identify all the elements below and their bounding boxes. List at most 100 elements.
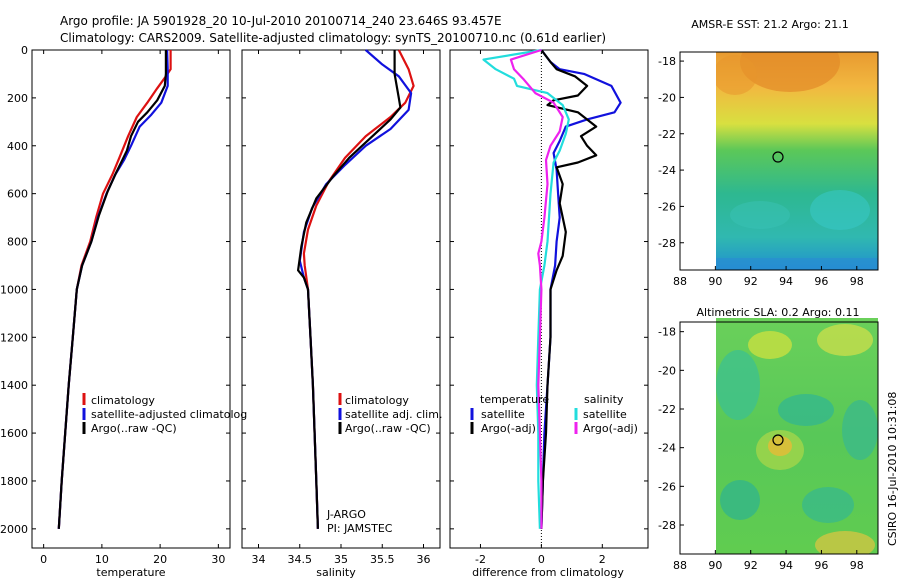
map-y-tick-label: -24 [658, 442, 676, 455]
sla-yellow-patch-4 [815, 531, 875, 554]
x-tick-label: 36 [417, 553, 431, 566]
map-x-tick-label: 94 [779, 559, 793, 572]
series-line-salinity-satellite [482, 48, 570, 529]
map-y-tick-label: -22 [658, 403, 676, 416]
sla-map-panel: Altimetric SLA: 0.2 Argo: 0.11 88 90 92 94 9… [658, 306, 879, 572]
sla-map-frame [679, 321, 879, 555]
temperature-plot-frame [31, 49, 231, 549]
map-x-tick-label: 88 [673, 559, 687, 572]
legend-temp-satellite-label: satellite [481, 408, 525, 421]
legend-sal-satellite-label: satellite [583, 408, 627, 421]
legend-argo-label: Argo(..raw -QC) [345, 422, 431, 435]
sst-map-panel: AMSR-E SST: 21.2 Argo: 21.1 88 90 92 94 96 98… [658, 18, 879, 288]
sla-yellow-patch-2 [817, 324, 873, 356]
salinity-xlabel: salinity [316, 566, 356, 579]
y-tick-label: 1200 [0, 331, 28, 344]
x-tick-label: 35.5 [370, 553, 395, 566]
sla-teal-patch [716, 350, 760, 420]
sst-map-frame [679, 51, 879, 271]
map-y-tick-label: -28 [658, 519, 676, 532]
legend-salinity-title: salinity [584, 393, 624, 406]
legend-temperature-title: temperature [480, 393, 549, 406]
legend-temp-argo-label: Argo(-adj) [481, 422, 536, 435]
sla-teal-patch-3 [842, 400, 878, 460]
sst-heatmap [716, 52, 878, 270]
temperature-xlabel: temperature [96, 566, 165, 579]
map-x-tick-label: 90 [708, 275, 722, 288]
sla-teal-patch-5 [802, 487, 854, 523]
sst-blue-band [716, 258, 878, 270]
temperature-legend: climatology satellite-adjusted climatolo… [82, 393, 247, 435]
x-tick-label: 0 [40, 553, 47, 566]
x-tick-label: 34.5 [288, 553, 313, 566]
x-tick-label: 20 [153, 553, 167, 566]
sla-yellow-patch [748, 331, 792, 359]
legend-satellite-label: satellite-adjusted climatolog [91, 408, 247, 421]
legend-climatology-label: climatology [91, 394, 155, 407]
map-x-tick-label: 92 [744, 275, 758, 288]
map-y-tick-label: -26 [658, 480, 676, 493]
map-x-tick-label: 96 [814, 275, 828, 288]
sst-cool-patch-2 [730, 201, 790, 229]
difference-plot-frame [449, 49, 649, 549]
map-y-tick-label: -22 [658, 128, 676, 141]
csiro-timestamp-label: CSIRO 16-Jul-2010 10:31:08 [886, 392, 899, 546]
legend-satellite-label: satellite adj. clim. [345, 408, 442, 421]
legend-sal-argo-label: Argo(-adj) [583, 422, 638, 435]
temperature-panel: 0 200 400 600 800 1000 1200 1400 1600 1800 2000 0 10… [0, 44, 247, 579]
sst-warm-patch [740, 52, 840, 92]
x-tick-label: -2 [475, 553, 486, 566]
sla-warm-patch [768, 436, 792, 456]
sla-float-marker [772, 434, 784, 446]
sla-heatmap [716, 318, 878, 554]
series-line-satellite-adjusted-climatology [57, 49, 169, 529]
y-tick-label: 2000 [0, 523, 28, 536]
sla-yellow-patch-3 [756, 430, 804, 470]
y-tick-label: 400 [7, 140, 28, 153]
map-x-tick-label: 92 [744, 559, 758, 572]
map-x-tick-label: 98 [850, 275, 864, 288]
difference-xlabel: difference from climatology [472, 566, 624, 579]
y-tick-label: 1000 [0, 283, 28, 296]
sst-warm-patch-2 [716, 55, 757, 95]
figure-title-line-1: Argo profile: JA 5901928_20 10-Jul-2010 … [60, 14, 502, 28]
y-tick-label: 0 [21, 44, 28, 57]
series-line-argo-raw-qc- [57, 50, 167, 529]
salinity-plot-frame [241, 49, 441, 549]
sla-teal-patch-4 [720, 480, 760, 520]
y-tick-label: 1400 [0, 379, 28, 392]
x-tick-label: 2 [599, 553, 606, 566]
float-pi-label: PI: JAMSTEC [327, 522, 393, 535]
salinity-panel: 34 34.5 35 35.5 36 salinity climatology sate… [241, 49, 442, 579]
x-tick-label: 10 [95, 553, 109, 566]
map-x-tick-label: 98 [850, 559, 864, 572]
y-tick-label: 600 [7, 188, 28, 201]
map-x-tick-label: 94 [779, 275, 793, 288]
salinity-legend: climatology satellite adj. clim. Argo(..… [338, 393, 442, 435]
x-tick-label: 0 [538, 553, 545, 566]
y-tick-label: 1800 [0, 475, 28, 488]
map-x-tick-label: 96 [814, 559, 828, 572]
series-line-argo-raw-qc- [297, 50, 402, 529]
map-x-tick-label: 90 [708, 559, 722, 572]
series-line-temperature-satellite [540, 49, 622, 529]
series-line-climatology [57, 50, 172, 529]
difference-legend: temperature satellite Argo(-adj) salinit… [470, 393, 638, 435]
sst-cool-patch [810, 190, 870, 230]
map-y-tick-label: -20 [658, 91, 676, 104]
map-x-tick-label: 88 [673, 275, 687, 288]
legend-argo-label: Argo(..raw -QC) [91, 422, 177, 435]
sst-map-title: AMSR-E SST: 21.2 Argo: 21.1 [691, 18, 849, 31]
x-tick-label: 30 [211, 553, 225, 566]
x-tick-label: 35 [334, 553, 348, 566]
sla-map-title: Altimetric SLA: 0.2 Argo: 0.11 [696, 306, 859, 319]
x-tick-label: 34 [252, 553, 266, 566]
difference-panel: -2 0 2 difference from climatology tempera… [449, 48, 649, 579]
y-tick-label: 800 [7, 236, 28, 249]
map-y-tick-label: -20 [658, 364, 676, 377]
map-y-tick-label: -18 [658, 326, 676, 339]
sla-teal-patch-2 [778, 394, 834, 426]
map-y-tick-label: -24 [658, 164, 676, 177]
map-y-tick-label: -28 [658, 237, 676, 250]
